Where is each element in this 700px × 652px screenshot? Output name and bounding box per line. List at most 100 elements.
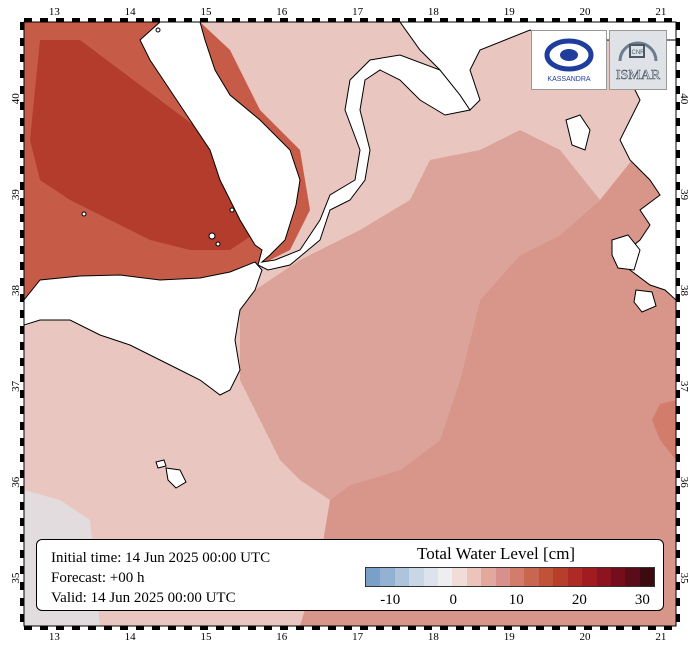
longitude-label: 16 (276, 631, 288, 643)
frame-tick-segment (536, 18, 544, 22)
frame-tick-segment (20, 198, 24, 206)
frame-tick-segment (168, 18, 176, 22)
frame-tick-segment (24, 626, 32, 630)
frame-tick-segment (676, 502, 680, 510)
colorbar-swatch (452, 568, 467, 586)
frame-tick-segment (676, 86, 680, 94)
sea-zone-mid-east (300, 120, 676, 626)
frame-tick-segment (20, 406, 24, 414)
colorbar (365, 567, 655, 587)
frame-tick-segment (408, 626, 416, 630)
frame-tick-segment (20, 598, 24, 606)
frame-tick-segment (344, 18, 352, 22)
colorbar-swatch (639, 568, 655, 586)
colorbar-swatch (409, 568, 424, 586)
longitude-label: 21 (655, 631, 666, 643)
frame-tick-segment (88, 626, 96, 630)
frame-tick-segment (676, 134, 680, 142)
frame-tick-segment (676, 214, 680, 222)
frame-tick-segment (20, 550, 24, 558)
frame-tick-segment (88, 18, 96, 22)
frame-tick-segment (600, 18, 608, 22)
frame-tick-segment (676, 374, 680, 382)
frame-tick-segment (568, 626, 576, 630)
frame-tick-segment (312, 18, 320, 22)
frame-tick-segment (360, 626, 368, 630)
frame-tick-segment (676, 262, 680, 270)
frame-tick-segment (664, 626, 672, 630)
frame-tick-segment (376, 626, 384, 630)
longitude-label: 20 (580, 6, 592, 18)
frame-tick-segment (24, 18, 32, 22)
frame-tick-segment (676, 230, 680, 238)
frame-tick-segment (488, 18, 496, 22)
latitude-label: 35 (678, 573, 690, 585)
frame-tick-segment (20, 422, 24, 430)
colorbar-swatch (553, 568, 568, 586)
frame-tick-segment (676, 566, 680, 574)
colorbar-swatch (423, 568, 439, 586)
frame-tick-segment (20, 278, 24, 286)
frame-tick-segment (676, 70, 680, 78)
frame-tick-segment (392, 18, 400, 22)
longitude-label: 16 (276, 6, 288, 18)
latitude-label: 39 (678, 189, 690, 201)
frame-tick-segment (20, 166, 24, 174)
latitude-label: 38 (678, 285, 690, 297)
frame-tick-segment (104, 18, 112, 22)
land-malta (165, 467, 187, 489)
frame-tick-segment (520, 18, 528, 22)
longitude-label: 17 (352, 631, 364, 643)
longitude-label: 17 (352, 6, 364, 18)
frame-tick-segment (676, 54, 680, 62)
frame-tick-segment (296, 18, 304, 22)
frame-tick-segment (664, 18, 672, 22)
latitude-label: 37 (10, 380, 22, 392)
frame-tick-segment (424, 626, 432, 630)
frame-tick-segment (584, 18, 592, 22)
latitude-label: 39 (10, 189, 22, 201)
longitude-label: 19 (504, 6, 516, 18)
colorbar-swatch (481, 568, 496, 586)
colorbar-swatch (625, 568, 640, 586)
latitude-label: 36 (10, 476, 22, 488)
frame-tick-segment (20, 118, 24, 126)
forecast-info-lines: Initial time: 14 Jun 2025 00:00 UTC Fore… (51, 548, 270, 608)
frame-tick-segment (676, 406, 680, 414)
colorbar-swatch (495, 568, 511, 586)
frame-tick-segment (20, 86, 24, 94)
land-ustica (81, 211, 87, 217)
frame-tick-segment (392, 626, 400, 630)
coordinate-labels: 13 13 14 14 15 15 16 16 17 17 18 18 19 19 20 20 21 21 35 35… (10, 6, 690, 643)
frame-tick-segment (676, 326, 680, 334)
frame-tick-segment (104, 626, 112, 630)
frame-tick-segment (456, 626, 464, 630)
frame-tick-segment (456, 18, 464, 22)
frame-tick-segment (56, 626, 64, 630)
frame-tick-segment (248, 626, 256, 630)
frame-tick-segment (72, 626, 80, 630)
frame-tick-segment (120, 18, 128, 22)
frame-tick-segment (248, 18, 256, 22)
frame-tick-segment (264, 626, 272, 630)
frame-tick-segment (676, 38, 680, 46)
frame-tick-segment (376, 18, 384, 22)
frame-tick-segment (200, 626, 208, 630)
frame-tick-segment (20, 214, 24, 222)
frame-tick-segment (296, 626, 304, 630)
frame-tick-segment (20, 262, 24, 270)
frame-tick-segment (152, 18, 160, 22)
colorbar-swatch (596, 568, 611, 586)
frame-tick-segment (676, 438, 680, 446)
colorbar-swatch (394, 568, 410, 586)
frame-tick-segment (312, 626, 320, 630)
colorbar-swatch (524, 568, 539, 586)
frame-tick-segment (648, 18, 656, 22)
frame-tick-segment (216, 626, 224, 630)
latitude-label: 40 (10, 93, 22, 105)
frame-tick-segment (264, 18, 272, 22)
legend-title: Total Water Level [cm] (417, 544, 576, 563)
frame-tick-segment (676, 454, 680, 462)
colorbar-swatch (567, 568, 583, 586)
